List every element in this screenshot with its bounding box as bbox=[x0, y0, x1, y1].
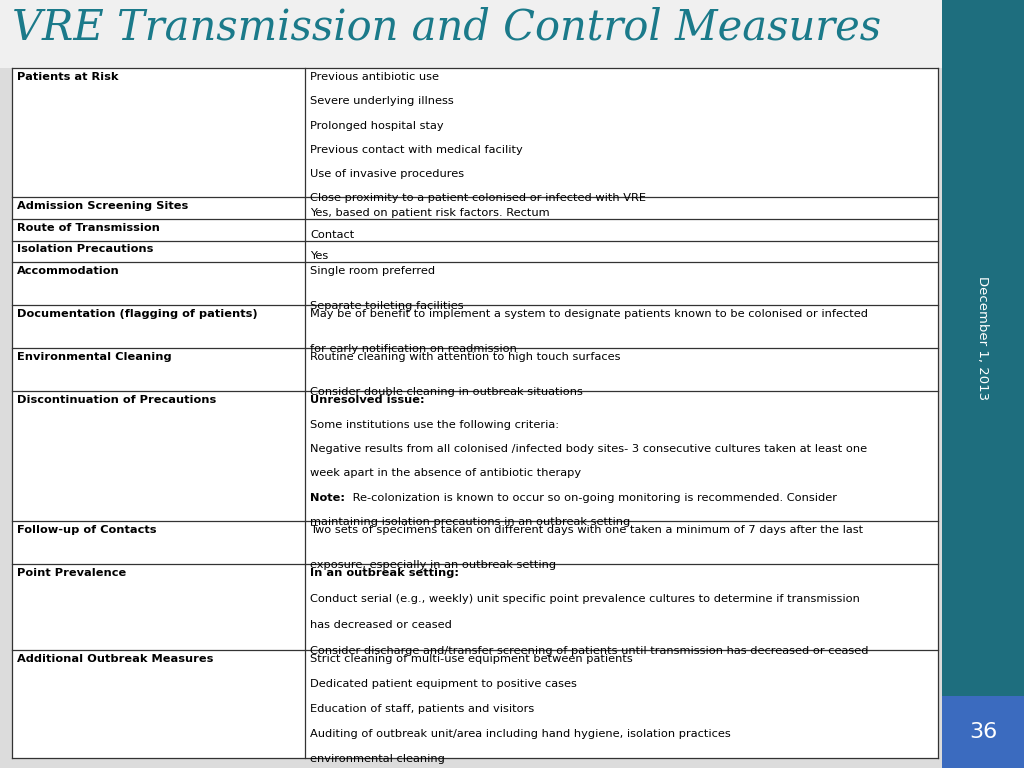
Text: week apart in the absence of antibiotic therapy: week apart in the absence of antibiotic … bbox=[310, 468, 582, 478]
Text: Education of staff, patients and visitors: Education of staff, patients and visitor… bbox=[310, 704, 535, 714]
Text: maintaining isolation precautions in an outbreak setting: maintaining isolation precautions in an … bbox=[310, 517, 630, 527]
Bar bbox=[0, 0, 942, 68]
Text: Routine cleaning with attention to high touch surfaces: Routine cleaning with attention to high … bbox=[310, 353, 621, 362]
Text: In an outbreak setting:: In an outbreak setting: bbox=[310, 568, 459, 578]
Text: for early notification on readmission: for early notification on readmission bbox=[310, 344, 517, 354]
Text: Single room preferred: Single room preferred bbox=[310, 266, 435, 276]
Text: Route of Transmission: Route of Transmission bbox=[17, 223, 160, 233]
Text: Some institutions use the following criteria:: Some institutions use the following crit… bbox=[310, 420, 559, 430]
Text: Separate toileting facilities: Separate toileting facilities bbox=[310, 301, 464, 311]
Text: exposure, especially in an outbreak setting: exposure, especially in an outbreak sett… bbox=[310, 560, 556, 570]
Text: Additional Outbreak Measures: Additional Outbreak Measures bbox=[17, 654, 213, 664]
Text: has decreased or ceased: has decreased or ceased bbox=[310, 620, 452, 630]
Text: Previous contact with medical facility: Previous contact with medical facility bbox=[310, 145, 522, 155]
Text: Previous antibiotic use: Previous antibiotic use bbox=[310, 72, 439, 82]
Text: Auditing of outbreak unit/area including hand hygiene, isolation practices: Auditing of outbreak unit/area including… bbox=[310, 729, 731, 739]
Text: Prolonged hospital stay: Prolonged hospital stay bbox=[310, 121, 443, 131]
Text: Note:: Note: bbox=[310, 492, 349, 502]
Text: Strict cleaning of multi-use equipment between patients: Strict cleaning of multi-use equipment b… bbox=[310, 654, 633, 664]
Text: December 1, 2013: December 1, 2013 bbox=[977, 276, 989, 400]
Text: Negative results from all colonised /infected body sites- 3 consecutive cultures: Negative results from all colonised /inf… bbox=[310, 444, 867, 454]
Text: May be of benefit to implement a system to designate patients known to be coloni: May be of benefit to implement a system … bbox=[310, 310, 868, 319]
Text: Environmental Cleaning: Environmental Cleaning bbox=[17, 353, 172, 362]
Text: Isolation Precautions: Isolation Precautions bbox=[17, 244, 154, 254]
Text: Consider discharge and/transfer screening of patients until transmission has dec: Consider discharge and/transfer screenin… bbox=[310, 646, 868, 656]
Text: Use of invasive procedures: Use of invasive procedures bbox=[310, 169, 464, 179]
Bar bbox=[12, 68, 938, 758]
Text: Yes: Yes bbox=[310, 251, 329, 261]
Text: Re-colonization is known to occur so on-going monitoring is recommended. Conside: Re-colonization is known to occur so on-… bbox=[349, 492, 837, 502]
Text: VRE Transmission and Control Measures: VRE Transmission and Control Measures bbox=[12, 7, 881, 49]
Text: Unresolved issue:: Unresolved issue: bbox=[310, 396, 425, 406]
Bar bbox=[942, 0, 1024, 768]
Text: Admission Screening Sites: Admission Screening Sites bbox=[17, 201, 188, 211]
Text: 36: 36 bbox=[969, 722, 997, 742]
Text: environmental cleaning: environmental cleaning bbox=[310, 754, 444, 764]
Text: Yes, based on patient risk factors. Rectum: Yes, based on patient risk factors. Rect… bbox=[310, 208, 550, 218]
Text: Point Prevalence: Point Prevalence bbox=[17, 568, 126, 578]
Text: Conduct serial (e.g., weekly) unit specific point prevalence cultures to determi: Conduct serial (e.g., weekly) unit speci… bbox=[310, 594, 860, 604]
Text: Follow-up of Contacts: Follow-up of Contacts bbox=[17, 525, 157, 535]
Text: Severe underlying illness: Severe underlying illness bbox=[310, 96, 454, 106]
Text: Consider double cleaning in outbreak situations: Consider double cleaning in outbreak sit… bbox=[310, 387, 583, 397]
Text: Documentation (flagging of patients): Documentation (flagging of patients) bbox=[17, 310, 258, 319]
Text: Discontinuation of Precautions: Discontinuation of Precautions bbox=[17, 396, 216, 406]
Text: Contact: Contact bbox=[310, 230, 354, 240]
Text: Patients at Risk: Patients at Risk bbox=[17, 72, 119, 82]
Text: Accommodation: Accommodation bbox=[17, 266, 120, 276]
Bar bbox=[942, 696, 1024, 768]
Text: Dedicated patient equipment to positive cases: Dedicated patient equipment to positive … bbox=[310, 679, 577, 689]
Text: Close proximity to a patient colonised or infected with VRE: Close proximity to a patient colonised o… bbox=[310, 194, 646, 204]
Text: Two sets of specimens taken on different days with one taken a minimum of 7 days: Two sets of specimens taken on different… bbox=[310, 525, 863, 535]
